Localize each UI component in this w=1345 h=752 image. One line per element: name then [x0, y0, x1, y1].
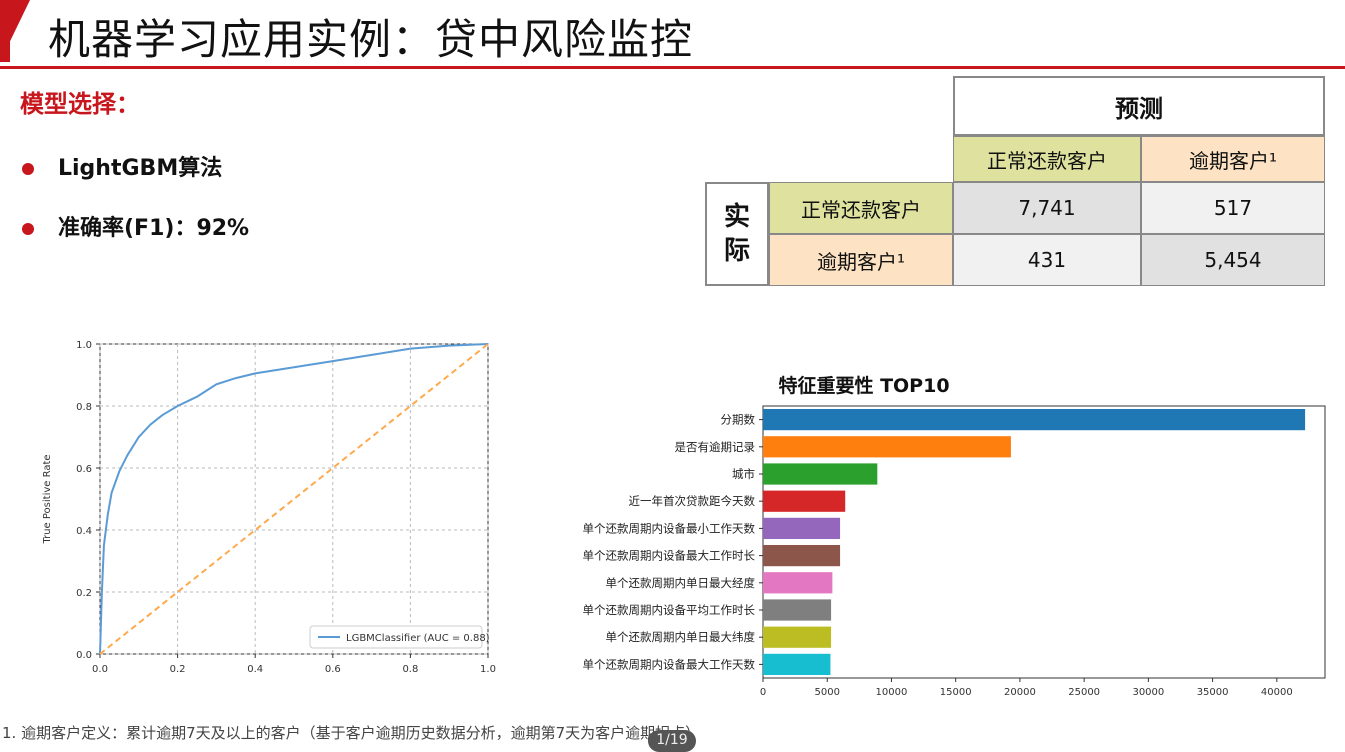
cm-value-tn: 7,741	[953, 182, 1141, 234]
feature-bar	[763, 572, 833, 594]
category-label: 单个还款周期内设备最小工作天数	[583, 521, 756, 535]
x-tick-label: 0.6	[325, 664, 341, 675]
category-label: 单个还款周期内单日最大经度	[606, 576, 756, 590]
feature-bar	[763, 626, 832, 648]
x-tick-label: 30000	[1132, 687, 1164, 698]
x-tick-label: 0.2	[170, 664, 186, 675]
bullet-dot-icon	[22, 223, 34, 235]
y-tick-label: 1.0	[76, 340, 92, 351]
feature-bar	[763, 408, 1306, 431]
feature-bar	[763, 490, 846, 512]
chart-title: 特征重要性 TOP10	[778, 374, 949, 397]
y-axis-label: True Positive Rate	[42, 454, 53, 544]
y-tick-label: 0.4	[76, 526, 92, 537]
feature-bar	[763, 544, 841, 567]
slide-title: 机器学习应用实例：贷中风险监控	[48, 15, 694, 64]
x-tick-label: 15000	[940, 687, 972, 698]
bullet-item: 准确率(F1)：92%	[22, 210, 249, 242]
row-label-overdue: 逾期客户¹	[769, 234, 953, 286]
actual-header-char: 际	[723, 236, 750, 266]
predicted-header: 预测	[953, 76, 1325, 136]
category-label: 近一年首次贷款距今天数	[629, 494, 756, 508]
title-bar	[0, 0, 1345, 69]
category-label: 单个还款周期内单日最大纬度	[606, 630, 756, 644]
y-tick-label: 0.6	[76, 464, 92, 475]
bullet-item: LightGBM算法	[22, 150, 222, 182]
roc-chart: 0.0 0.2 0.4 0.6 0.8 1.0 0.0 0.2 0.4 0.6 0.8 1.0 True…	[42, 340, 496, 675]
x-tick-label: 0	[760, 687, 766, 698]
category-label: 单个还款周期内设备最大工作天数	[583, 657, 756, 671]
col-label-overdue: 逾期客户¹	[1141, 136, 1325, 182]
category-label: 城市	[732, 467, 755, 481]
feature-bar	[763, 599, 832, 621]
bullet-text: LightGBM算法	[58, 156, 223, 181]
x-tick-label: 20000	[1004, 687, 1036, 698]
x-tick-label: 5000	[815, 687, 840, 698]
feature-bar	[763, 653, 831, 676]
x-tick-label: 25000	[1068, 687, 1100, 698]
feature-bar	[763, 517, 841, 540]
y-tick-label: 0.2	[76, 588, 92, 599]
x-tick-label: 35000	[1197, 687, 1229, 698]
footnote: 1. 逾期客户定义：累计逾期7天及以上的客户（基于客户逾期历史数据分析，逾期第7…	[2, 724, 701, 742]
actual-header-char: 实	[723, 202, 750, 232]
feature-importance-chart: 特征重要性 TOP10 分期数是否有逾期记录城市近一年首次贷款距今天数单个还款周期…	[583, 374, 1326, 698]
x-tick-label: 0.8	[402, 664, 418, 675]
category-label: 单个还款周期内设备平均工作时长	[583, 603, 756, 617]
page-indicator: 1/19	[648, 730, 696, 752]
actual-header: 实 际	[705, 182, 769, 286]
cm-value-fn: 431	[953, 234, 1141, 286]
x-tick-label: 0.4	[247, 664, 263, 675]
y-tick-label: 0.8	[76, 402, 92, 413]
corner-accent-triangle	[0, 0, 30, 62]
category-label: 是否有逾期记录	[675, 440, 756, 454]
bullet-dot-icon	[22, 163, 34, 175]
y-tick-label: 0.0	[76, 650, 92, 661]
x-tick-label: 40000	[1261, 687, 1293, 698]
legend-box	[309, 625, 483, 649]
legend-label: LGBMClassifier (AUC = 0.88)	[346, 633, 490, 644]
col-label-normal: 正常还款客户	[953, 136, 1141, 182]
row-label-normal: 正常还款客户	[769, 182, 953, 234]
bullet-text: 准确率(F1)：92%	[58, 216, 250, 241]
x-tick-label: 10000	[876, 687, 908, 698]
category-label: 单个还款周期内设备最大工作时长	[583, 549, 756, 563]
diagonal-reference-line	[99, 343, 489, 655]
feature-bar	[763, 463, 878, 485]
section-heading: 模型选择：	[20, 90, 140, 118]
x-tick-label: 1.0	[480, 664, 496, 675]
cm-value-fp: 517	[1141, 182, 1325, 234]
cm-value-tp: 5,454	[1141, 234, 1325, 286]
category-label: 分期数	[721, 413, 756, 427]
roc-curve-line	[99, 343, 489, 655]
x-tick-label: 0.0	[92, 664, 108, 675]
feature-bar	[763, 436, 1011, 458]
